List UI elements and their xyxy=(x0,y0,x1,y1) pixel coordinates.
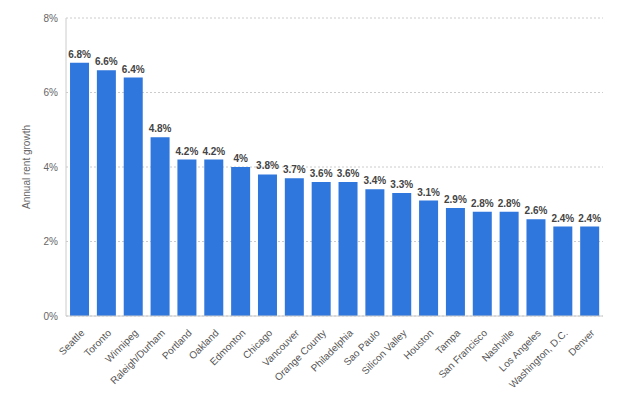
svg-text:2.6%: 2.6% xyxy=(525,205,548,216)
svg-text:2.4%: 2.4% xyxy=(551,213,574,224)
svg-text:Toronto: Toronto xyxy=(82,327,114,359)
svg-text:Vancouver: Vancouver xyxy=(260,327,302,369)
svg-text:Raleigh/Durham: Raleigh/Durham xyxy=(108,327,167,386)
svg-text:6%: 6% xyxy=(44,87,59,98)
svg-text:Winnipeg: Winnipeg xyxy=(102,327,141,365)
svg-text:Chicago: Chicago xyxy=(240,327,275,361)
svg-text:3.3%: 3.3% xyxy=(390,179,413,190)
svg-text:Orange County: Orange County xyxy=(272,327,329,383)
svg-text:3.6%: 3.6% xyxy=(337,168,360,179)
svg-text:3.7%: 3.7% xyxy=(283,164,306,175)
svg-text:Annual rent growth: Annual rent growth xyxy=(21,125,32,209)
svg-text:2%: 2% xyxy=(44,236,59,247)
svg-text:3.1%: 3.1% xyxy=(417,187,440,198)
svg-text:San Francisco: San Francisco xyxy=(436,327,490,381)
svg-text:6.6%: 6.6% xyxy=(95,56,118,67)
svg-text:4.8%: 4.8% xyxy=(149,123,172,134)
svg-text:2.4%: 2.4% xyxy=(578,213,601,224)
svg-text:Silicon Valley: Silicon Valley xyxy=(359,327,408,376)
svg-text:Portland: Portland xyxy=(159,327,194,362)
svg-text:Oakland: Oakland xyxy=(186,327,221,362)
svg-text:0%: 0% xyxy=(44,311,59,322)
svg-text:4.2%: 4.2% xyxy=(202,146,225,157)
svg-text:2.9%: 2.9% xyxy=(444,194,467,205)
svg-text:2.8%: 2.8% xyxy=(498,198,521,209)
svg-text:3.4%: 3.4% xyxy=(363,175,386,186)
svg-text:Houston: Houston xyxy=(401,327,435,361)
svg-text:Los Angeles: Los Angeles xyxy=(496,327,543,374)
svg-text:4%: 4% xyxy=(44,162,59,173)
svg-text:Philadelphia: Philadelphia xyxy=(308,327,355,374)
svg-text:3.6%: 3.6% xyxy=(310,168,333,179)
svg-text:4.2%: 4.2% xyxy=(176,146,199,157)
svg-text:Washington, D.C.: Washington, D.C. xyxy=(507,327,570,390)
svg-text:Edmonton: Edmonton xyxy=(208,327,248,367)
svg-text:Tampa: Tampa xyxy=(433,327,463,357)
svg-text:6.4%: 6.4% xyxy=(122,64,145,75)
svg-text:Seattle: Seattle xyxy=(56,327,87,358)
svg-text:3.8%: 3.8% xyxy=(256,160,279,171)
svg-text:Sao Paulo: Sao Paulo xyxy=(341,327,382,368)
svg-text:8%: 8% xyxy=(44,13,59,24)
svg-text:Denver: Denver xyxy=(566,327,597,358)
svg-text:2.8%: 2.8% xyxy=(471,198,494,209)
svg-text:4%: 4% xyxy=(233,153,248,164)
svg-text:6.8%: 6.8% xyxy=(68,49,91,60)
svg-text:Nashville: Nashville xyxy=(479,327,517,364)
